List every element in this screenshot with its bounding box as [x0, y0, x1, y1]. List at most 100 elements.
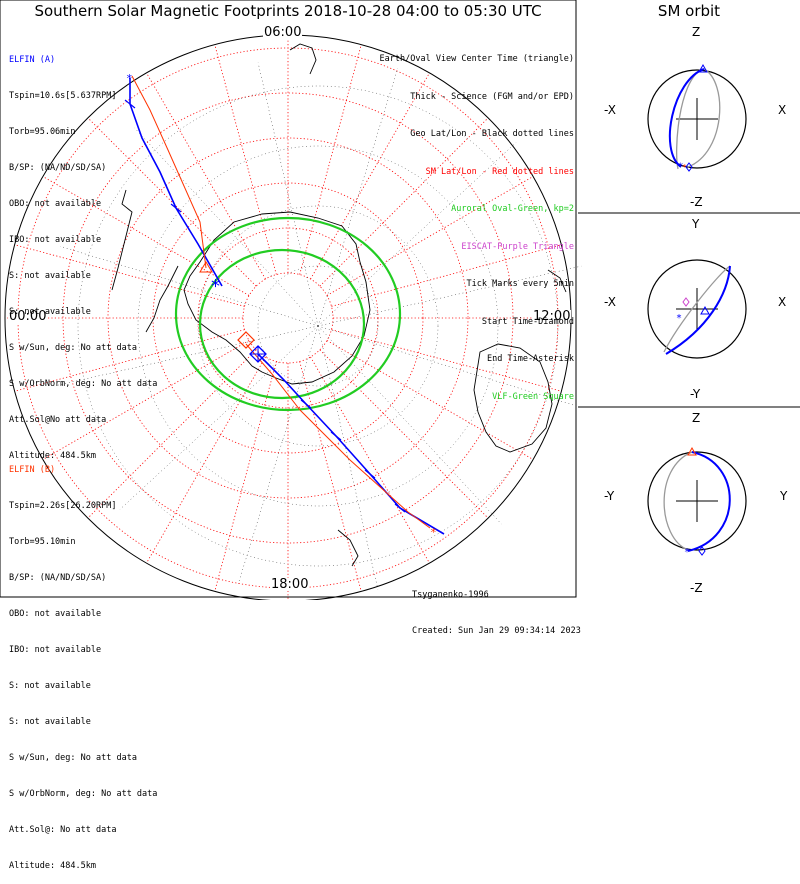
track-tick	[330, 431, 342, 441]
legend-item: Earth/Oval View Center Time (triangle)	[379, 54, 574, 64]
orbit-xz-bottom: -Z	[690, 195, 703, 209]
legend-item: End Time-Asterisk	[487, 354, 574, 364]
sm-lon-line	[299, 44, 362, 275]
sm-lon-line	[87, 117, 257, 287]
elfin-b-line: S w/Sun, deg: No att data	[9, 753, 137, 763]
time-label-left: 00:00	[8, 309, 48, 324]
sm-lon-line	[214, 44, 277, 275]
geo-lon-line	[237, 325, 319, 585]
sm-lat-circle	[242, 272, 334, 364]
elfin-b-line: Att.Sol@: No att data	[9, 825, 117, 835]
orbit-xy-bottom: -Y	[690, 387, 701, 401]
track-tick	[300, 399, 312, 409]
orbit-xz-top: Z	[692, 25, 700, 39]
elfin-b-line: OBO: not available	[9, 609, 102, 619]
geo-lon-line	[317, 325, 502, 525]
sm-lon-line	[146, 356, 266, 564]
sm-lat-circle	[107, 137, 469, 499]
auroral-oval	[174, 216, 402, 412]
time-label-top: 06:00	[263, 25, 303, 40]
sm-lon-line	[326, 340, 534, 460]
satellite-tracks: * * *	[124, 72, 445, 539]
svg-text:*: *	[684, 547, 690, 558]
sm-lon-line	[319, 349, 489, 519]
orbit-path-science	[665, 265, 731, 355]
orbit-xy-right: X	[778, 295, 786, 309]
sm-lon-line	[42, 340, 250, 460]
elfin-b-info: ELFIN (B) Tspin=2.26s[26.20RPM] Torb=95.…	[9, 440, 157, 884]
legend-item: SM Lat/Lon - Red dotted lines	[425, 166, 574, 177]
auroral-oval-inner	[198, 248, 366, 400]
geo-lat-circle	[77, 85, 559, 567]
orbit-yz-right: Y	[779, 489, 788, 503]
orbit-xy-top: Y	[691, 217, 700, 231]
south-america-outline	[111, 189, 133, 291]
legend-item: Geo Lat/Lon - Black dotted lines	[410, 129, 574, 139]
peninsula-outline	[145, 265, 179, 333]
sm-lon-line	[146, 72, 266, 280]
sm-lon-line	[331, 244, 562, 307]
plot-legend: Earth/Oval View Center Time (triangle) T…	[380, 28, 574, 416]
elfin-b-line: S: not available	[9, 681, 91, 691]
sm-lon-line	[331, 329, 562, 392]
legend-item: Thick - Science (FGM and/or EPD)	[410, 91, 574, 102]
svg-text:*: *	[682, 163, 687, 172]
geo-lon-line	[317, 325, 577, 407]
elfin-b-line: B/SP: (NA/ND/SD/SA)	[9, 573, 107, 583]
elfin-a-line: Altitude: 484.5km	[9, 451, 96, 461]
geo-lat-circle	[197, 205, 439, 447]
coordinate-grid	[4, 34, 582, 600]
elfin-a-line: S: not available	[9, 271, 91, 281]
elfin-b-line: Altitude: 484.5km	[9, 861, 96, 871]
legend-item: Tick Marks every 5min	[466, 279, 574, 289]
elfin-a-line: B/SP: (NA/ND/SD/SA)	[9, 163, 107, 173]
elfin-b-line: S: not available	[9, 717, 91, 727]
orbit-path-science	[668, 68, 705, 168]
auroral-oval-outer	[174, 216, 402, 412]
elfin-a-line: S: not available	[9, 307, 91, 317]
model-name: Tsyganenko-1996	[412, 590, 489, 600]
sm-lon-line	[326, 176, 534, 296]
legend-item: Auroral Oval-Green, kp=2	[451, 204, 574, 214]
earth-circle	[647, 451, 747, 551]
legend-item: Start Time-Diamond	[481, 316, 574, 327]
geo-lon-line	[317, 325, 379, 590]
end-asterisk: *	[211, 276, 220, 297]
orbit-panel-xz: Z -Z -X X * *	[578, 25, 800, 214]
sm-lon-line	[14, 244, 245, 307]
created-timestamp: Created: Sun Jan 29 09:34:14 2023	[412, 626, 581, 636]
time-label-right: 12:00	[532, 309, 572, 324]
earth-circle	[647, 259, 747, 359]
elfin-b-line: IBO: not available	[9, 645, 102, 655]
track-tick	[394, 503, 406, 513]
geo-lon-line	[317, 265, 582, 327]
plot-title: Southern Solar Magnetic Footprints 2018-…	[34, 2, 542, 20]
track-tick	[170, 203, 182, 213]
sm-lat-circle	[152, 182, 424, 454]
earth-circle	[647, 69, 747, 169]
australia-east-outline	[547, 269, 567, 293]
antarctica-outline	[183, 211, 371, 385]
sm-lon-line	[319, 117, 489, 287]
elfin-b-track-south	[245, 343, 431, 529]
elfin-a-line: OBO: not available	[9, 199, 102, 209]
africa-outline	[337, 529, 359, 567]
orbit-path-back	[663, 451, 693, 551]
svg-text:*: *	[678, 162, 683, 172]
geo-lat-circle	[257, 265, 379, 387]
footprint-polar-plot: * * *	[0, 0, 582, 600]
elfin-a-line: S w/OrbNorm, deg: No att data	[9, 379, 158, 389]
time-label-bottom: 18:00	[270, 577, 310, 592]
elfin-b-line: Torb=95.10min	[9, 537, 76, 547]
australia-outline	[473, 343, 553, 453]
legend-item: VLF-Green Square	[492, 391, 574, 402]
orbit-panel-yz: Z -Z -Y Y *	[604, 411, 788, 595]
sm-lon-line	[310, 356, 430, 564]
orbit-xz-left: -X	[604, 103, 616, 117]
orbit-xy-left: -X	[604, 295, 616, 309]
geo-lon-line	[59, 245, 319, 327]
elfin-b-track-north	[131, 75, 207, 269]
island-outline	[289, 43, 317, 75]
orbit-yz-bottom: -Z	[690, 581, 703, 595]
svg-text:*: *	[676, 313, 682, 324]
